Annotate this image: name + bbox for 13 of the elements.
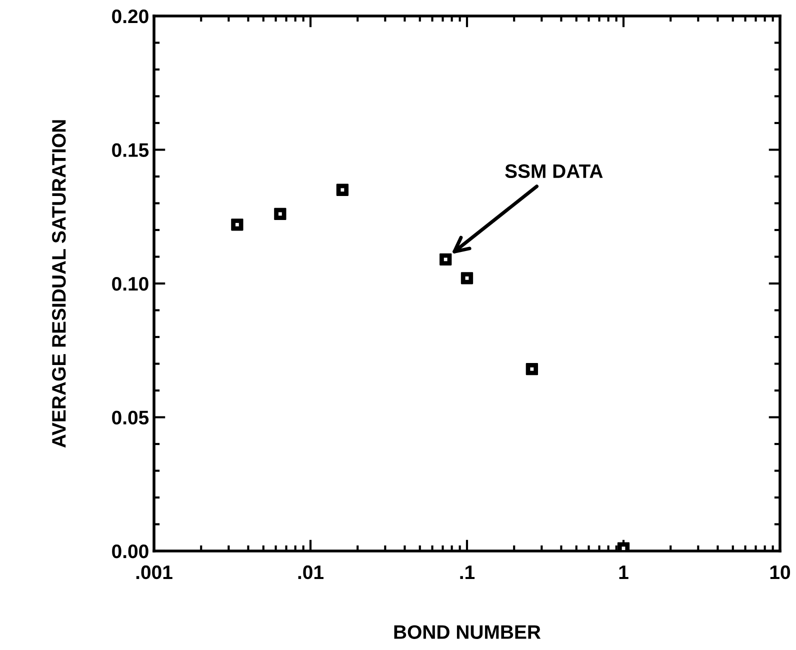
y-tick-label: 0.20: [112, 9, 148, 24]
x-tick-label: .01: [298, 565, 324, 580]
x-axis-title: BOND NUMBER: [394, 625, 541, 639]
y-tick-label: 0.05: [112, 410, 149, 424]
annotation: SSM DATA: [505, 164, 603, 178]
y-tick-label: 0.10: [112, 276, 148, 291]
y-tick-label: 0.15: [112, 143, 149, 157]
x-tick-label: 1: [619, 566, 628, 579]
y-axis-title: AVERAGE RESIDUAL SATURATION: [52, 120, 66, 448]
x-tick-label: .1: [460, 566, 475, 579]
x-tick-label: .001: [136, 565, 172, 580]
y-tick-label: 0.00: [112, 544, 148, 558]
x-tick-label: 10: [770, 565, 790, 580]
